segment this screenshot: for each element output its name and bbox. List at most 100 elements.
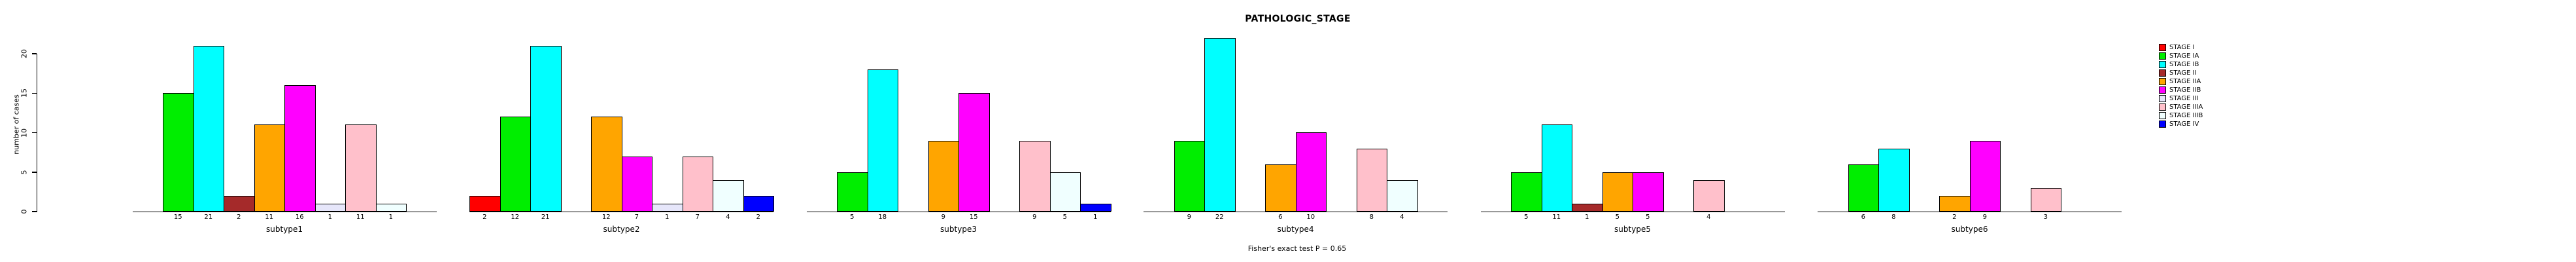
legend-label-stage-iiia: STAGE IIIA — [2169, 103, 2203, 111]
bar-count-label: 21 — [541, 214, 550, 221]
legend-swatch-stage-i — [2159, 44, 2166, 51]
bar-count-label: 11 — [1552, 214, 1561, 221]
bar-count-label: 15 — [969, 214, 978, 221]
bar-subtype3-stage-iv — [1080, 204, 1111, 212]
bar-subtype3-stage-iib — [958, 93, 990, 212]
bar-subtype2-stage-iiib — [713, 180, 744, 212]
x-axis-line-subtype4 — [1144, 211, 1448, 212]
y-axis-tick-label: 0 — [20, 209, 29, 214]
bar-subtype4-stage-iib — [1295, 132, 1327, 212]
bar-count-label: 5 — [1062, 214, 1067, 221]
bar-subtype2-stage-iv — [743, 196, 774, 212]
bar-subtype2-stage-iiia — [682, 157, 713, 212]
bar-subtype3-stage-ia — [837, 172, 868, 212]
bar-subtype4-stage-ia — [1174, 141, 1205, 212]
bar-count-label: 7 — [695, 214, 700, 221]
bar-count-label: 10 — [1306, 214, 1315, 221]
bar-subtype5-stage-ii — [1572, 204, 1603, 212]
bar-count-label: 16 — [295, 214, 304, 221]
group-label-subtype4: subtype4 — [1277, 225, 1314, 234]
group-label-subtype2: subtype2 — [603, 225, 640, 234]
legend-swatch-stage-ia — [2159, 52, 2166, 60]
bar-subtype6-stage-ib — [1878, 149, 1910, 212]
bar-subtype6-stage-ia — [1848, 164, 1879, 212]
legend-swatch-stage-ii — [2159, 69, 2166, 77]
bar-count-label: 4 — [1400, 214, 1404, 221]
y-axis-tick-label: 5 — [20, 170, 29, 175]
bar-subtype1-stage-iiib — [375, 204, 407, 212]
bar-count-label: 11 — [356, 214, 365, 221]
bar-count-label: 11 — [265, 214, 274, 221]
bar-subtype3-stage-iiib — [1049, 172, 1081, 212]
bar-count-label: 1 — [1093, 214, 1098, 221]
legend-label-stage-iia: STAGE IIA — [2169, 78, 2201, 85]
bar-subtype5-stage-ib — [1541, 124, 1572, 212]
bar-count-label: 9 — [941, 214, 945, 221]
chart-title: PATHOLOGIC_STAGE — [1245, 14, 1351, 24]
bar-subtype5-stage-iib — [1633, 172, 1664, 212]
x-axis-line-subtype3 — [806, 211, 1111, 212]
legend-label-stage-ii: STAGE II — [2169, 69, 2197, 77]
bar-count-label: 9 — [1982, 214, 1987, 221]
legend-swatch-stage-ib — [2159, 61, 2166, 68]
bar-count-label: 8 — [1891, 214, 1896, 221]
bar-subtype5-stage-iiia — [1693, 180, 1725, 212]
bar-subtype2-stage-ia — [500, 117, 531, 212]
bar-count-label: 2 — [483, 214, 487, 221]
bar-subtype4-stage-iiib — [1387, 180, 1418, 212]
bar-count-label: 3 — [2043, 214, 2048, 221]
bar-count-label: 5 — [1615, 214, 1619, 221]
legend-swatch-stage-iiia — [2159, 103, 2166, 111]
bar-count-label: 5 — [1524, 214, 1529, 221]
bar-subtype2-stage-ib — [530, 46, 562, 212]
bar-subtype5-stage-iia — [1602, 172, 1633, 212]
legend-label-stage-ib: STAGE IB — [2169, 61, 2199, 68]
y-axis-tick-label: 15 — [20, 88, 29, 98]
legend-label-stage-i: STAGE I — [2169, 44, 2195, 51]
bar-subtype5-stage-ia — [1511, 172, 1542, 212]
bar-subtype2-stage-iii — [652, 204, 683, 212]
bar-count-label: 6 — [1278, 214, 1283, 221]
group-label-subtype3: subtype3 — [940, 225, 977, 234]
group-label-subtype5: subtype5 — [1614, 225, 1651, 234]
bar-subtype6-stage-iib — [1969, 141, 2001, 212]
bar-subtype1-stage-iiia — [345, 124, 377, 212]
y-axis-tick — [31, 53, 37, 54]
bar-count-label: 2 — [756, 214, 760, 221]
bar-count-label: 4 — [1706, 214, 1711, 221]
bar-count-label: 21 — [204, 214, 213, 221]
bar-count-label: 1 — [1585, 214, 1589, 221]
bar-count-label: 15 — [173, 214, 182, 221]
bar-count-label: 6 — [1861, 214, 1865, 221]
bar-subtype4-stage-iiia — [1356, 149, 1387, 212]
bar-subtype6-stage-iia — [1939, 196, 1971, 212]
y-axis-label: number of cases — [12, 94, 21, 155]
bar-count-label: 12 — [511, 214, 520, 221]
legend-swatch-stage-iii — [2159, 95, 2166, 102]
bar-count-label: 4 — [726, 214, 730, 221]
bar-subtype2-stage-iib — [621, 157, 652, 212]
bar-subtype1-stage-ib — [193, 46, 224, 212]
x-axis-line-subtype6 — [1818, 211, 2122, 212]
bar-subtype2-stage-iia — [591, 117, 622, 212]
bar-count-label: 1 — [328, 214, 332, 221]
legend-swatch-stage-iib — [2159, 86, 2166, 94]
bar-subtype1-stage-iia — [254, 124, 285, 212]
bar-count-label: 2 — [1952, 214, 1957, 221]
bar-count-label: 5 — [850, 214, 855, 221]
bar-count-label: 1 — [388, 214, 393, 221]
bar-count-label: 18 — [878, 214, 887, 221]
bar-count-label: 5 — [1646, 214, 1650, 221]
group-label-subtype6: subtype6 — [1951, 225, 1988, 234]
bar-subtype3-stage-iia — [928, 141, 959, 212]
bar-count-label: 7 — [634, 214, 639, 221]
legend-label-stage-iiib: STAGE IIIB — [2169, 112, 2203, 119]
y-axis-line — [36, 54, 37, 212]
legend-label-stage-iii: STAGE III — [2169, 95, 2199, 102]
y-axis-tick-label: 20 — [20, 49, 29, 58]
bar-subtype3-stage-iiia — [1019, 141, 1051, 212]
bar-subtype4-stage-ib — [1204, 38, 1236, 212]
bar-count-label: 12 — [602, 214, 611, 221]
legend-label-stage-iv: STAGE IV — [2169, 121, 2199, 128]
y-axis-tick-label: 10 — [20, 128, 29, 138]
